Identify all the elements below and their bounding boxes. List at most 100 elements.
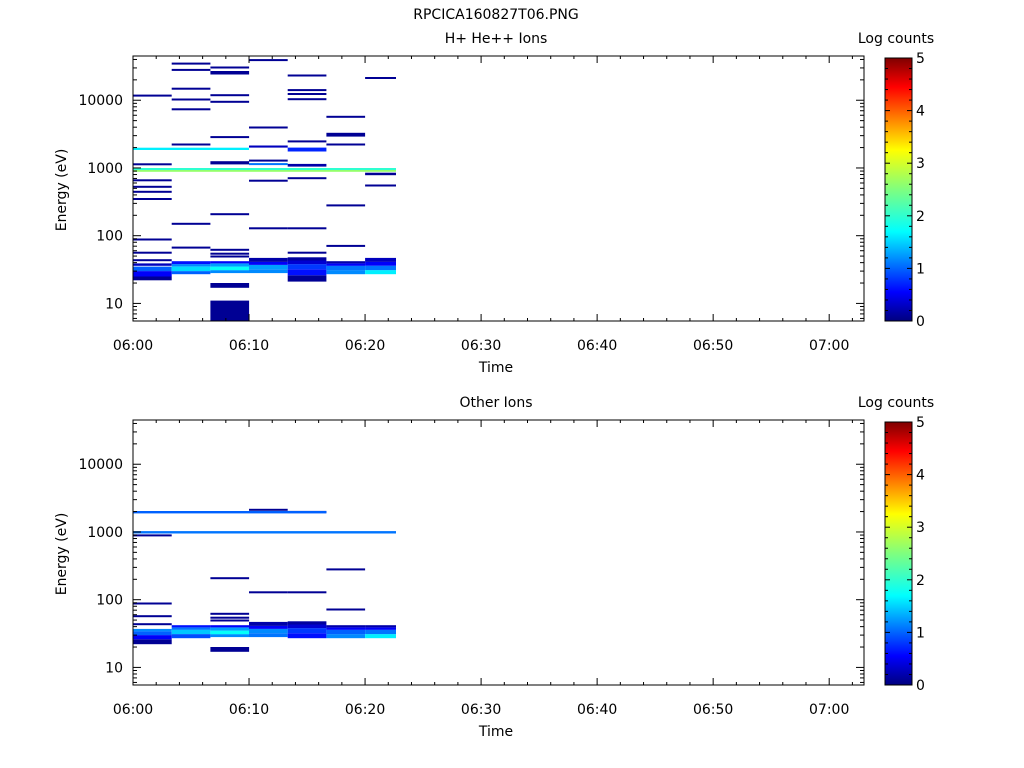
data-cell (171, 108, 211, 111)
data-cell (210, 213, 250, 216)
data-cell (210, 300, 250, 321)
data-cell (287, 621, 327, 625)
colorbar-tick-label: 1 (916, 625, 925, 641)
data-cell (287, 177, 327, 180)
data-cell (365, 625, 396, 628)
data-cell (365, 270, 396, 275)
data-cell (210, 66, 250, 69)
data-cell (287, 275, 327, 282)
data-cell (326, 263, 366, 266)
data-cell (210, 577, 250, 580)
data-cell (133, 271, 172, 277)
data-cell (171, 271, 211, 275)
data-cell (365, 77, 396, 79)
data-cell (210, 248, 250, 251)
data-cell (210, 616, 250, 619)
data-cell (210, 100, 250, 103)
y-axis-label: Energy (eV) (54, 149, 70, 232)
data-cell (249, 508, 288, 511)
colorbar-tick-label: 5 (916, 415, 925, 431)
data-cell (326, 634, 366, 639)
x-tick-label: 06:20 (345, 338, 385, 354)
data-cell (210, 647, 250, 652)
colorbar-tick-label: 5 (916, 51, 925, 67)
data-cell (249, 628, 288, 634)
y-tick-label: 10000 (78, 93, 123, 109)
data-cell (171, 261, 211, 265)
data-cell (171, 625, 211, 628)
data-cell (287, 591, 327, 594)
data-cell (365, 629, 396, 635)
data-cell (326, 261, 366, 264)
x-tick-label: 06:10 (229, 702, 269, 718)
data-cell (133, 266, 172, 272)
data-cell (249, 257, 288, 262)
x-tick-label: 06:00 (113, 702, 153, 718)
data-cell (326, 265, 366, 271)
y-tick-label: 100 (96, 229, 123, 245)
x-tick-label: 07:00 (809, 338, 849, 354)
data-cell (326, 115, 366, 118)
data-cell (287, 89, 327, 92)
data-cell (326, 568, 366, 571)
data-cell (171, 627, 211, 630)
data-cell (249, 621, 288, 626)
data-cell (133, 259, 172, 262)
data-cell (133, 615, 172, 618)
data-cell (210, 252, 250, 255)
data-cell (365, 265, 396, 271)
data-cell (210, 612, 250, 615)
x-tick-label: 06:50 (693, 702, 733, 718)
data-cell (287, 624, 327, 629)
data-cell (171, 246, 211, 249)
data-cell (133, 631, 172, 636)
data-cell (133, 602, 172, 605)
data-cell (210, 136, 250, 139)
data-cell (210, 634, 250, 638)
data-cell (133, 511, 327, 514)
data-cell (133, 169, 396, 172)
panel-title: H+ He++ Ions (445, 31, 548, 47)
colorbar-tick-label: 1 (916, 261, 925, 277)
data-cell (133, 147, 249, 150)
data-cell (133, 179, 172, 182)
data-cell (249, 163, 288, 166)
data-cell (210, 266, 250, 271)
data-cell (133, 623, 172, 626)
data-cell (249, 264, 288, 270)
data-cell (210, 255, 250, 258)
data-cell (326, 244, 366, 247)
data-cell (133, 94, 172, 97)
data-cell (171, 87, 211, 90)
data-cell (133, 639, 172, 645)
data-cell (171, 143, 211, 146)
y-tick-label: 100 (96, 593, 123, 609)
data-cell (171, 264, 211, 267)
colorbar (884, 421, 913, 686)
data-cell (326, 143, 366, 146)
y-tick-label: 1000 (87, 161, 123, 177)
data-cell (287, 98, 327, 101)
data-cell (210, 630, 250, 635)
data-cell (133, 628, 172, 632)
y-tick-label: 10 (105, 296, 123, 312)
y-tick-label: 1000 (87, 525, 123, 541)
data-cell (249, 591, 288, 594)
colorbar-tick-label: 2 (916, 209, 925, 225)
data-cell (171, 634, 211, 639)
data-cell (133, 168, 396, 170)
data-cell (287, 163, 327, 167)
data-cell (365, 257, 396, 262)
panel-h-he-ions: H+ He++ Ions Energy (eV) Time Log counts… (54, 31, 934, 376)
data-cell (210, 625, 250, 628)
data-cell (133, 198, 172, 200)
data-cell (171, 98, 211, 101)
data-cell (249, 625, 288, 629)
data-cell (171, 62, 211, 65)
data-cell (249, 145, 288, 148)
data-cell (287, 628, 327, 634)
colorbar (884, 57, 913, 322)
plot-frame (132, 419, 865, 686)
data-cell (287, 93, 327, 95)
